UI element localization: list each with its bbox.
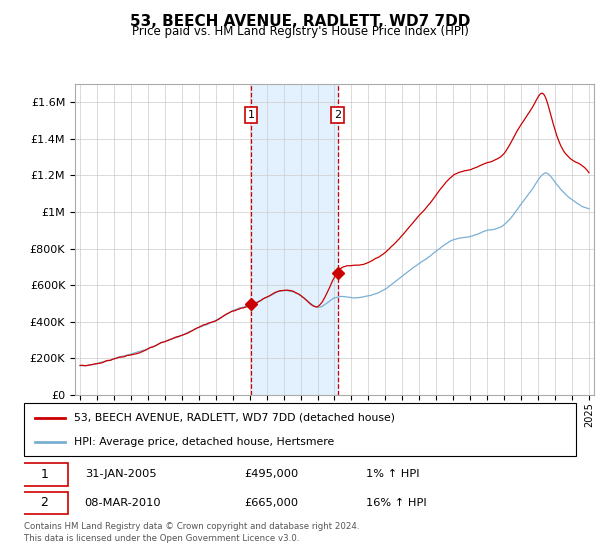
- Text: 1: 1: [248, 110, 254, 120]
- Bar: [251, 84, 338, 395]
- Text: HPI: Average price, detached house, Hertsmere: HPI: Average price, detached house, Hert…: [74, 437, 334, 447]
- Text: Contains HM Land Registry data © Crown copyright and database right 2024.
This d: Contains HM Land Registry data © Crown c…: [24, 522, 359, 543]
- Text: 31-JAN-2005: 31-JAN-2005: [85, 469, 157, 479]
- Text: 1: 1: [40, 468, 49, 481]
- Text: 1% ↑ HPI: 1% ↑ HPI: [366, 469, 420, 479]
- Text: 2: 2: [334, 110, 341, 120]
- Text: 08-MAR-2010: 08-MAR-2010: [85, 498, 161, 508]
- Text: £495,000: £495,000: [245, 469, 299, 479]
- Text: 53, BEECH AVENUE, RADLETT, WD7 7DD (detached house): 53, BEECH AVENUE, RADLETT, WD7 7DD (deta…: [74, 413, 395, 423]
- FancyBboxPatch shape: [21, 463, 68, 486]
- Text: 53, BEECH AVENUE, RADLETT, WD7 7DD: 53, BEECH AVENUE, RADLETT, WD7 7DD: [130, 14, 470, 29]
- FancyBboxPatch shape: [24, 403, 576, 456]
- Text: 2: 2: [40, 496, 49, 509]
- Text: 16% ↑ HPI: 16% ↑ HPI: [366, 498, 427, 508]
- FancyBboxPatch shape: [21, 492, 68, 514]
- Text: Price paid vs. HM Land Registry's House Price Index (HPI): Price paid vs. HM Land Registry's House …: [131, 25, 469, 38]
- Text: £665,000: £665,000: [245, 498, 299, 508]
